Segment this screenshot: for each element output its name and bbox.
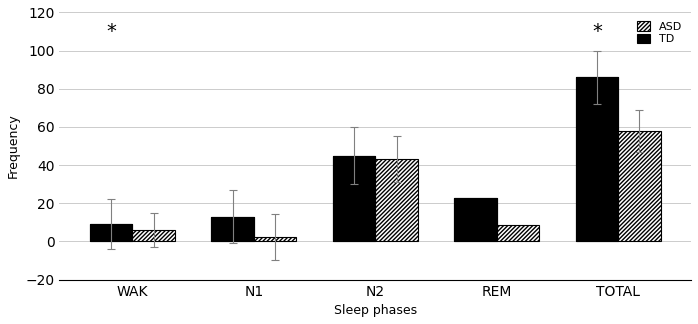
Bar bbox=[618, 131, 661, 241]
Bar bbox=[90, 224, 133, 241]
Bar bbox=[133, 230, 175, 241]
Bar bbox=[211, 217, 254, 241]
Text: *: * bbox=[106, 22, 116, 41]
Bar bbox=[576, 77, 618, 241]
Text: *: * bbox=[592, 22, 602, 41]
Bar bbox=[454, 198, 497, 241]
Y-axis label: Frequency: Frequency bbox=[7, 114, 20, 179]
Bar bbox=[90, 224, 133, 241]
Bar bbox=[333, 156, 376, 241]
Bar bbox=[254, 237, 297, 241]
Bar bbox=[333, 156, 376, 241]
Bar bbox=[454, 198, 497, 241]
Bar bbox=[576, 77, 618, 241]
Legend: ASD, TD: ASD, TD bbox=[633, 18, 685, 48]
X-axis label: Sleep phases: Sleep phases bbox=[334, 304, 417, 317]
Bar bbox=[211, 217, 254, 241]
Bar bbox=[497, 225, 540, 241]
Bar bbox=[376, 159, 418, 241]
